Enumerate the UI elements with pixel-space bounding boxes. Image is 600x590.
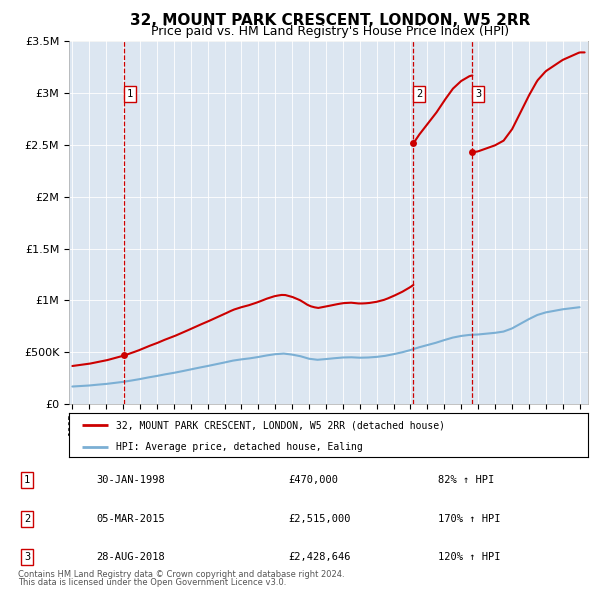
Text: 1: 1	[24, 476, 30, 485]
Text: £2,428,646: £2,428,646	[288, 552, 350, 562]
Text: 2: 2	[416, 89, 422, 99]
Text: 1: 1	[127, 89, 133, 99]
Text: HPI: Average price, detached house, Ealing: HPI: Average price, detached house, Eali…	[116, 442, 362, 451]
Text: Price paid vs. HM Land Registry's House Price Index (HPI): Price paid vs. HM Land Registry's House …	[151, 25, 509, 38]
Text: 05-MAR-2015: 05-MAR-2015	[96, 514, 165, 523]
Text: 32, MOUNT PARK CRESCENT, LONDON, W5 2RR: 32, MOUNT PARK CRESCENT, LONDON, W5 2RR	[130, 13, 530, 28]
Text: 3: 3	[475, 89, 481, 99]
Text: This data is licensed under the Open Government Licence v3.0.: This data is licensed under the Open Gov…	[18, 578, 286, 587]
Text: 170% ↑ HPI: 170% ↑ HPI	[438, 514, 500, 523]
Text: 82% ↑ HPI: 82% ↑ HPI	[438, 476, 494, 485]
Text: 120% ↑ HPI: 120% ↑ HPI	[438, 552, 500, 562]
Text: £470,000: £470,000	[288, 476, 338, 485]
Text: £2,515,000: £2,515,000	[288, 514, 350, 523]
Text: Contains HM Land Registry data © Crown copyright and database right 2024.: Contains HM Land Registry data © Crown c…	[18, 571, 344, 579]
Text: 30-JAN-1998: 30-JAN-1998	[96, 476, 165, 485]
Text: 2: 2	[24, 514, 30, 523]
Text: 28-AUG-2018: 28-AUG-2018	[96, 552, 165, 562]
Text: 32, MOUNT PARK CRESCENT, LONDON, W5 2RR (detached house): 32, MOUNT PARK CRESCENT, LONDON, W5 2RR …	[116, 421, 445, 430]
Text: 3: 3	[24, 552, 30, 562]
